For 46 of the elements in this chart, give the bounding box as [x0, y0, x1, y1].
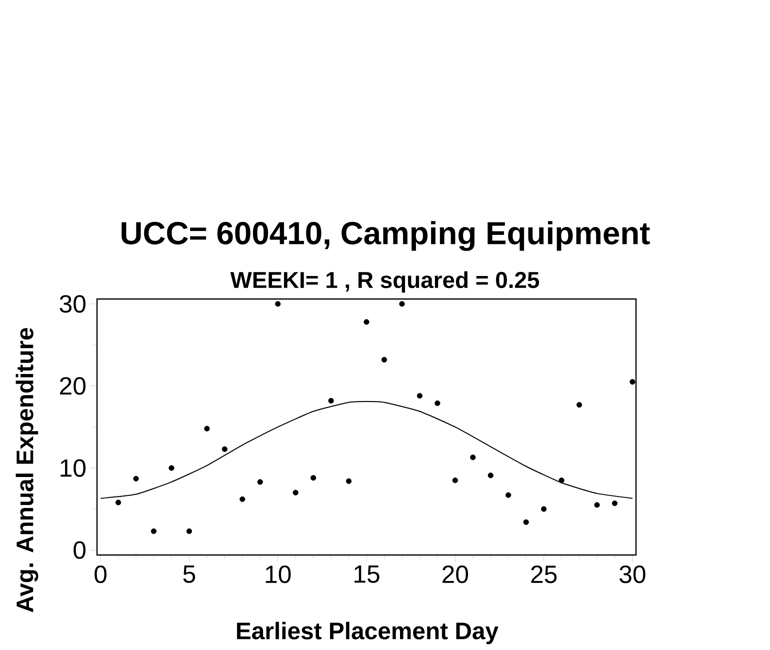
- line-series: [100, 401, 633, 499]
- x-tick-label: 25: [531, 566, 557, 584]
- y-axis-title: Avg. Annual Expenditure: [16, 328, 38, 612]
- point: [240, 496, 246, 502]
- x-tick-label: 0: [94, 566, 106, 584]
- x-axis-title: Earliest Placement Day: [237, 622, 498, 644]
- point: [133, 476, 139, 482]
- point: [115, 500, 122, 506]
- chart-subtitle: WEEKI= 1 , R squared = 0.25: [230, 271, 540, 293]
- point: [257, 479, 263, 485]
- y-tick-label: 20: [60, 377, 86, 395]
- point: [328, 398, 334, 404]
- y-tick-label: 0: [74, 541, 86, 559]
- point: [186, 528, 192, 534]
- point: [488, 472, 494, 478]
- y-tick-label: 30: [60, 295, 86, 313]
- point: [150, 528, 157, 534]
- point: [381, 356, 388, 362]
- point: [292, 490, 298, 496]
- point: [346, 478, 352, 484]
- chart-title: UCC= 600410, Camping Equipment: [122, 221, 650, 251]
- point: [310, 475, 316, 481]
- point: [506, 492, 512, 498]
- point: [399, 301, 405, 307]
- y-tick-label: 10: [60, 459, 86, 477]
- x-tick-label: 20: [442, 566, 468, 584]
- point: [275, 301, 281, 307]
- point: [470, 454, 476, 460]
- point: [612, 500, 618, 506]
- point: [558, 478, 564, 484]
- point: [416, 393, 422, 399]
- x-tick-label: 30: [620, 566, 646, 584]
- point: [222, 446, 228, 452]
- point: [452, 478, 458, 484]
- point: [594, 502, 600, 508]
- x-tick-label: 5: [183, 566, 196, 583]
- point: [630, 379, 636, 385]
- point: [364, 319, 370, 325]
- point: [168, 465, 174, 471]
- point: [434, 400, 440, 406]
- point: [523, 519, 529, 525]
- point: [541, 506, 547, 512]
- point: [204, 426, 210, 432]
- x-tick-label: 10: [266, 566, 291, 584]
- x-tick-label: 15: [354, 566, 380, 583]
- point: [576, 402, 582, 408]
